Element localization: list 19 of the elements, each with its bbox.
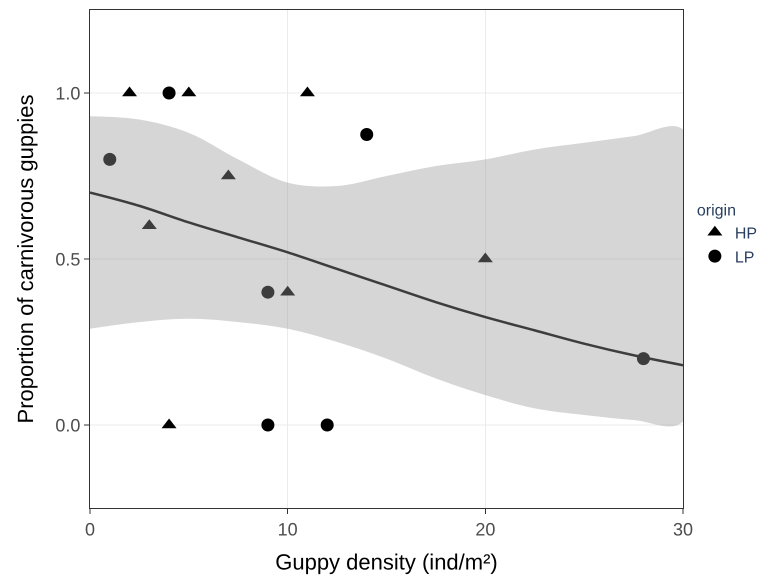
y-axis-title: Proportion of carnivorous guppies bbox=[13, 94, 38, 424]
x-tick-label: 30 bbox=[672, 520, 694, 540]
x-tick-label: 0 bbox=[84, 520, 96, 540]
point bbox=[261, 286, 274, 299]
point bbox=[360, 128, 374, 141]
legend-label: LP bbox=[734, 249, 754, 266]
point bbox=[320, 418, 334, 432]
point bbox=[261, 418, 274, 432]
legend-label: HP bbox=[734, 226, 758, 243]
point bbox=[103, 152, 116, 166]
x-tick-label: 20 bbox=[475, 520, 496, 540]
line-series bbox=[90, 191, 683, 366]
x-axis-title: Guppy density (ind/m²) bbox=[275, 550, 498, 574]
point bbox=[162, 86, 176, 100]
legend-title: origin bbox=[696, 202, 736, 220]
y-tick-label: 0.5 bbox=[55, 249, 80, 270]
x-tick-label: 10 bbox=[278, 520, 298, 540]
y-tick-label: 1.0 bbox=[55, 83, 80, 104]
y-tick-label: 0.0 bbox=[55, 415, 80, 436]
